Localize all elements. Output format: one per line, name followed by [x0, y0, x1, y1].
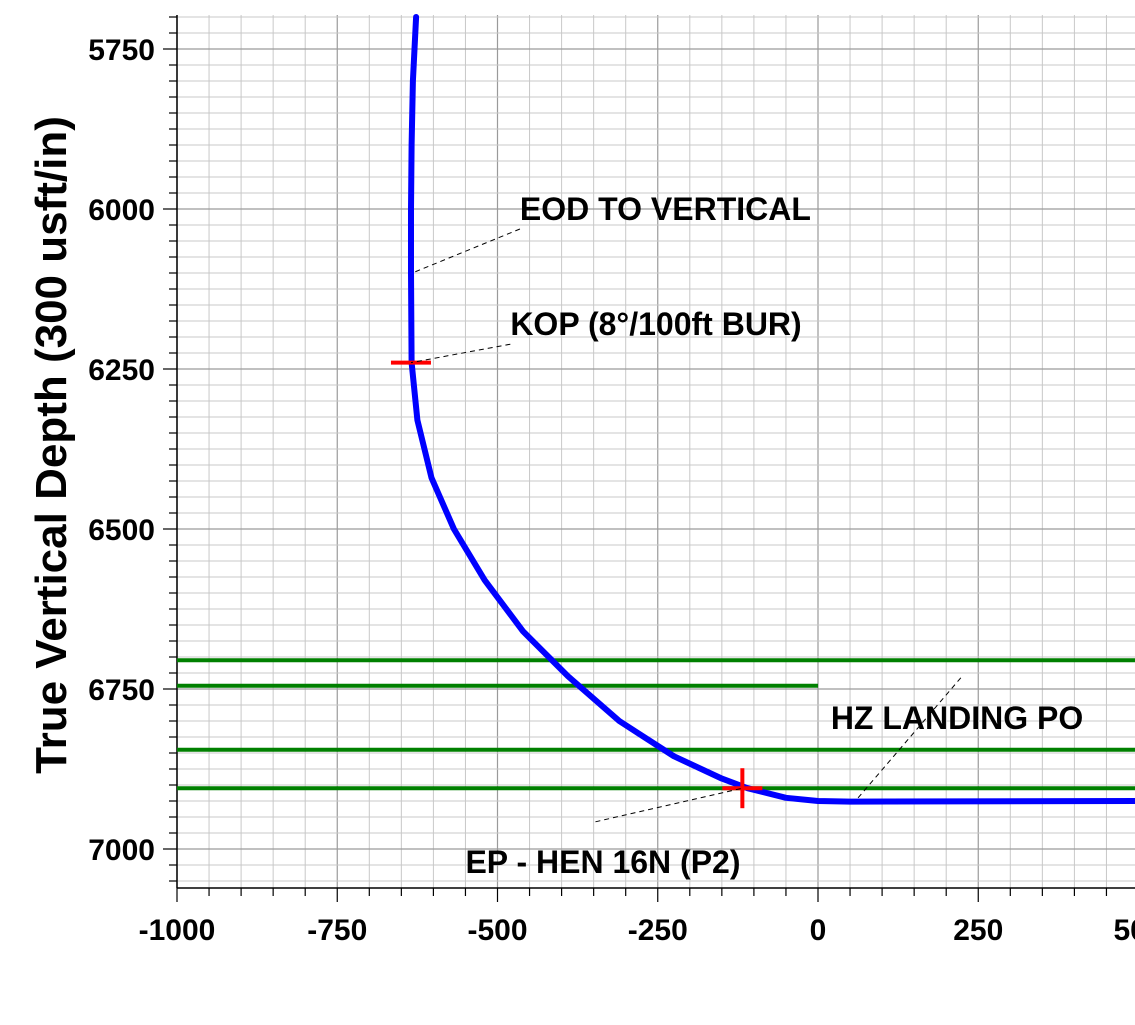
annotation-label: KOP (8°/100ft BUR)	[510, 306, 801, 342]
x-tick-label: 250	[953, 914, 1003, 947]
y-tick-label: 6750	[88, 674, 155, 707]
y-tick-label: 6000	[88, 194, 155, 227]
annotation-label: HZ LANDING PO	[831, 700, 1083, 736]
annotation-leader-line	[410, 343, 511, 364]
axes	[163, 15, 1135, 902]
annotation-label: EP - HEN 16N (P2)	[465, 844, 740, 880]
annotations: EOD TO VERTICAL KOP (8°/100ft BUR) HZ LAND…	[410, 191, 1083, 880]
markers	[390, 360, 763, 809]
grid	[176, 15, 1135, 888]
x-tick-label: 500	[1113, 914, 1135, 947]
x-tick-label: -250	[628, 914, 688, 947]
annotation-label: EOD TO VERTICAL	[520, 191, 811, 227]
x-tick-labels: -1000 -750 -500 -250 0 250 500	[139, 914, 1135, 947]
annotation-leader-line	[856, 677, 962, 801]
x-tick-label: -500	[467, 914, 527, 947]
y-tick-label: 5750	[88, 34, 155, 67]
x-tick-label: 0	[810, 914, 827, 947]
annotation-leader-line	[412, 228, 521, 274]
annotation-leader-line	[595, 787, 743, 823]
y-tick-label: 6250	[88, 354, 155, 387]
y-tick-label: 7000	[88, 834, 155, 867]
x-tick-label: -750	[307, 914, 367, 947]
y-tick-labels: 5750 6000 6250 6500 6750 7000	[88, 34, 155, 867]
x-tick-label: -1000	[139, 914, 216, 947]
wellbore-path-line	[408, 14, 1135, 805]
y-tick-label: 6500	[88, 514, 155, 547]
y-axis-label: True Vertical Depth (300 usft/in)	[27, 116, 76, 774]
formation-lines	[177, 658, 1135, 791]
series-layer	[408, 14, 1135, 805]
